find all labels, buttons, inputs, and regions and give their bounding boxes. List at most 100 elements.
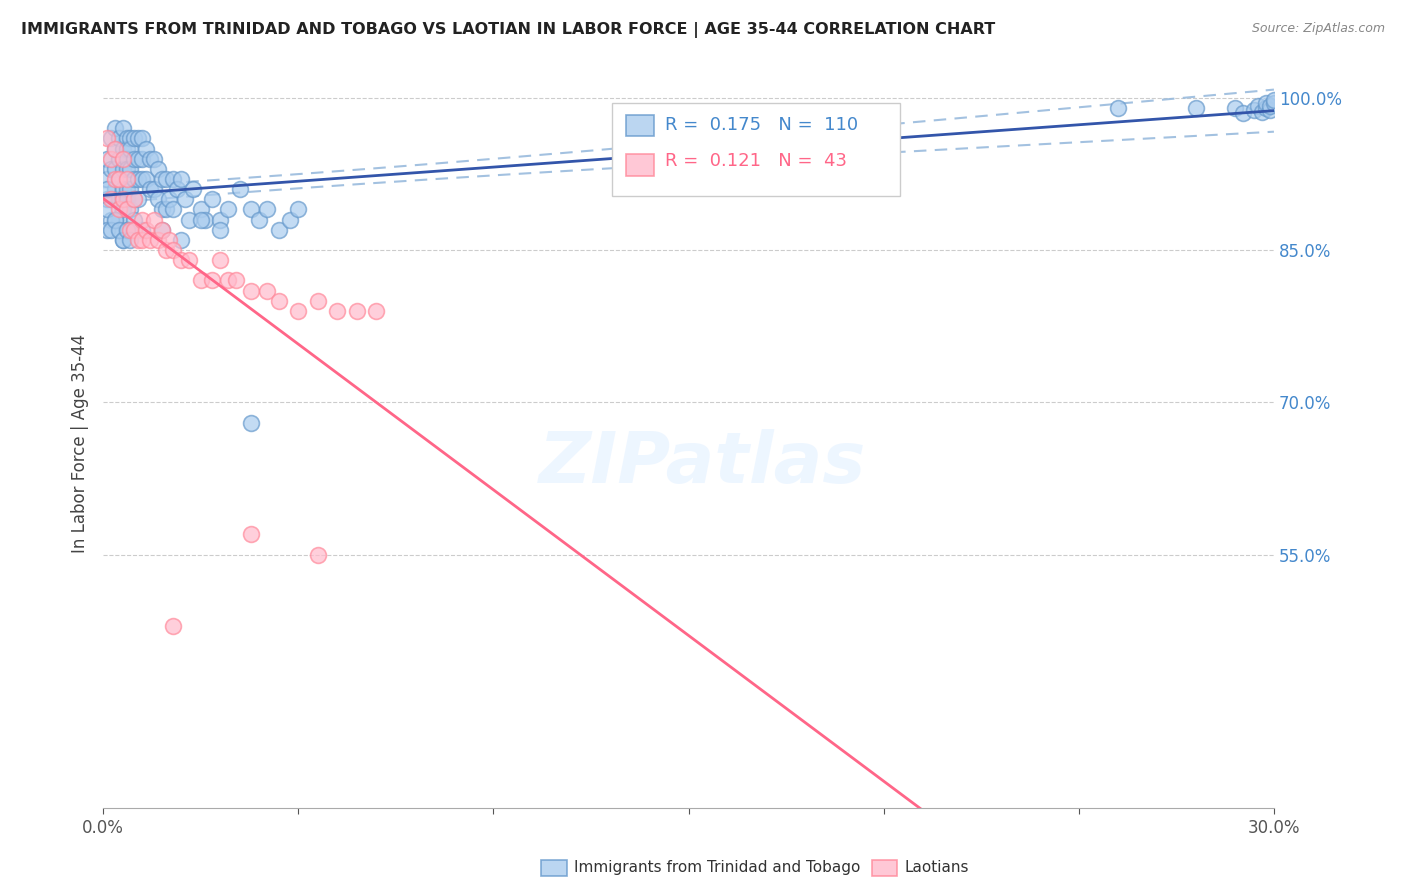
Point: [155, 202, 177, 217]
Point: [247, 212, 270, 227]
Point: [146, 192, 169, 206]
Point: [115, 223, 138, 237]
Point: [159, 233, 181, 247]
Point: [1232, 106, 1254, 120]
Point: [139, 233, 162, 247]
Point: [127, 152, 149, 166]
Text: IMMIGRANTS FROM TRINIDAD AND TOBAGO VS LAOTIAN IN LABOR FORCE | AGE 35-44 CORREL: IMMIGRANTS FROM TRINIDAD AND TOBAGO VS L…: [21, 22, 995, 38]
Point: [124, 212, 146, 227]
Point: [1263, 93, 1285, 107]
Text: Source: ZipAtlas.com: Source: ZipAtlas.com: [1251, 22, 1385, 36]
Point: [111, 192, 134, 206]
Point: [177, 253, 200, 268]
Point: [280, 212, 302, 227]
Text: ZIPatlas: ZIPatlas: [540, 429, 866, 499]
Point: [107, 152, 129, 166]
Point: [155, 243, 177, 257]
Point: [256, 202, 278, 217]
Point: [107, 172, 129, 186]
Point: [111, 202, 134, 217]
Point: [124, 131, 146, 145]
Point: [104, 141, 127, 155]
Point: [162, 618, 184, 632]
Point: [166, 182, 188, 196]
Point: [346, 304, 368, 318]
Point: [142, 182, 165, 196]
Point: [120, 202, 142, 217]
Point: [225, 273, 247, 287]
Point: [162, 172, 184, 186]
Point: [174, 192, 197, 206]
Point: [240, 527, 263, 541]
Point: [115, 141, 138, 155]
Point: [267, 293, 290, 308]
Point: [170, 233, 193, 247]
Point: [287, 304, 309, 318]
Point: [111, 192, 134, 206]
Text: R =  0.175   N =  110: R = 0.175 N = 110: [665, 116, 858, 134]
Point: [115, 131, 138, 145]
Point: [139, 152, 162, 166]
Point: [107, 202, 129, 217]
Point: [170, 253, 193, 268]
Point: [124, 152, 146, 166]
Point: [107, 223, 129, 237]
Point: [135, 223, 157, 237]
Point: [209, 223, 232, 237]
Point: [142, 152, 165, 166]
Point: [120, 182, 142, 196]
Point: [120, 161, 142, 176]
Point: [127, 192, 149, 206]
Point: [111, 152, 134, 166]
Point: [124, 192, 146, 206]
Point: [120, 141, 142, 155]
Text: Laotians: Laotians: [904, 860, 969, 874]
Point: [111, 233, 134, 247]
Point: [107, 223, 129, 237]
Point: [1256, 95, 1278, 110]
Point: [177, 212, 200, 227]
Point: [307, 293, 329, 308]
Point: [1263, 95, 1285, 110]
Text: Immigrants from Trinidad and Tobago: Immigrants from Trinidad and Tobago: [574, 860, 860, 874]
Point: [135, 141, 157, 155]
Point: [131, 233, 153, 247]
Point: [256, 284, 278, 298]
Point: [111, 121, 134, 136]
Point: [146, 161, 169, 176]
Point: [1243, 103, 1265, 117]
Point: [287, 202, 309, 217]
Point: [131, 172, 153, 186]
Point: [1251, 105, 1274, 120]
Point: [201, 192, 224, 206]
Point: [190, 202, 212, 217]
Point: [107, 172, 129, 186]
Point: [115, 223, 138, 237]
Point: [111, 233, 134, 247]
Point: [96, 131, 118, 145]
Point: [240, 202, 263, 217]
Point: [104, 141, 127, 155]
Point: [96, 182, 118, 196]
Point: [150, 202, 173, 217]
Point: [100, 161, 122, 176]
Point: [228, 182, 250, 196]
Point: [96, 152, 118, 166]
Point: [240, 416, 263, 430]
Point: [1258, 99, 1281, 113]
Point: [115, 182, 138, 196]
Point: [131, 212, 153, 227]
Point: [1223, 101, 1246, 115]
Point: [201, 273, 224, 287]
Point: [139, 182, 162, 196]
Point: [111, 152, 134, 166]
Point: [162, 243, 184, 257]
Point: [100, 192, 122, 206]
Point: [267, 223, 290, 237]
Point: [240, 284, 263, 298]
Point: [115, 192, 138, 206]
Point: [162, 202, 184, 217]
Point: [96, 172, 118, 186]
Point: [100, 192, 122, 206]
Point: [170, 172, 193, 186]
